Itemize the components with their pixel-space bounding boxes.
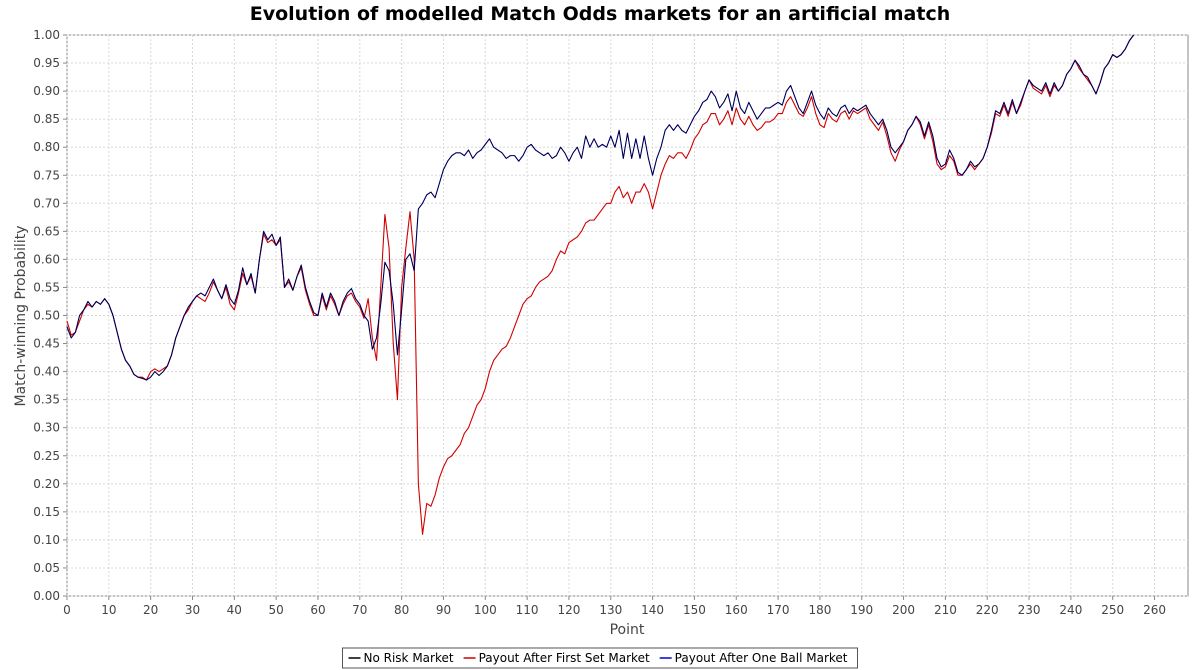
y-tick-label: 0.20 <box>33 477 60 491</box>
y-tick-label: 0.55 <box>33 280 60 294</box>
x-tick-label: 120 <box>557 603 580 617</box>
legend-item-1: No Risk Market <box>348 651 454 665</box>
y-tick-label: 1.00 <box>33 28 60 42</box>
x-axis: 0 10 20 30 40 50 60 70 80 90 100 110 120 130 140 150 160… <box>63 596 1166 617</box>
x-tick-label: 190 <box>850 603 873 617</box>
series-line-1 <box>66 34 1134 381</box>
x-tick-label: 250 <box>1101 603 1124 617</box>
y-tick-label: 0.70 <box>33 196 60 210</box>
y-tick-label: 0.05 <box>33 561 60 575</box>
x-tick-label: 20 <box>143 603 158 617</box>
x-tick-label: 40 <box>227 603 242 617</box>
y-tick-label: 0.10 <box>33 533 60 547</box>
x-tick-label: 0 <box>63 603 71 617</box>
y-tick-label: 0.45 <box>33 337 60 351</box>
x-tick-label: 180 <box>808 603 831 617</box>
legend: No Risk Market Payout After First Set Mar… <box>342 647 858 669</box>
y-tick-label: 0.65 <box>33 224 60 238</box>
x-tick-label: 220 <box>976 603 999 617</box>
y-tick-label: 0.85 <box>33 112 60 126</box>
y-tick-label: 0.75 <box>33 168 60 182</box>
legend-label: Payout After First Set Market <box>479 651 650 665</box>
x-tick-label: 130 <box>599 603 622 617</box>
legend-item-2: Payout After First Set Market <box>463 651 650 665</box>
y-tick-label: 0.80 <box>33 140 60 154</box>
y-tick-label: 0.40 <box>33 365 60 379</box>
legend-box <box>342 647 858 669</box>
legend-label: No Risk Market <box>364 651 454 665</box>
series-line-2 <box>66 34 1135 535</box>
x-tick-label: 90 <box>436 603 451 617</box>
x-tick-label: 210 <box>934 603 957 617</box>
x-tick-label: 240 <box>1059 603 1082 617</box>
series-lines <box>66 34 1135 535</box>
y-tick-label: 0.25 <box>33 449 60 463</box>
x-tick-label: 260 <box>1143 603 1166 617</box>
x-tick-label: 70 <box>352 603 367 617</box>
x-tick-label: 50 <box>269 603 284 617</box>
y-tick-label: 0.15 <box>33 505 60 519</box>
x-tick-label: 150 <box>683 603 706 617</box>
y-tick-label: 0.50 <box>33 309 60 323</box>
x-tick-label: 230 <box>1018 603 1041 617</box>
x-tick-label: 60 <box>310 603 325 617</box>
x-tick-label: 140 <box>641 603 664 617</box>
x-tick-label: 170 <box>767 603 790 617</box>
x-tick-label: 80 <box>394 603 409 617</box>
x-tick-label: 30 <box>185 603 200 617</box>
x-axis-label: Point <box>610 622 645 638</box>
x-tick-label: 10 <box>101 603 116 617</box>
legend-label: Payout After One Ball Market <box>675 651 848 665</box>
y-axis: 0.00 0.05 0.10 0.15 0.20 0.25 0.30 0.35 0.40 0.45… <box>33 28 67 603</box>
gridlines <box>66 34 1188 597</box>
y-tick-label: 0.90 <box>33 84 60 98</box>
y-axis-label: Match-winning Probability <box>13 226 29 407</box>
x-tick-label: 100 <box>474 603 497 617</box>
y-tick-label: 0.30 <box>33 421 60 435</box>
x-tick-label: 200 <box>892 603 915 617</box>
x-tick-label: 110 <box>516 603 539 617</box>
plot-area <box>66 34 1189 597</box>
y-tick-label: 0.60 <box>33 252 60 266</box>
y-tick-label: 0.00 <box>33 589 60 603</box>
legend-item-3: Payout After One Ball Market <box>659 651 848 665</box>
y-tick-label: 0.95 <box>33 56 60 70</box>
chart-title: Evolution of modelled Match Odds markets… <box>250 3 951 25</box>
x-tick-label: 160 <box>725 603 748 617</box>
y-tick-label: 0.35 <box>33 393 60 407</box>
